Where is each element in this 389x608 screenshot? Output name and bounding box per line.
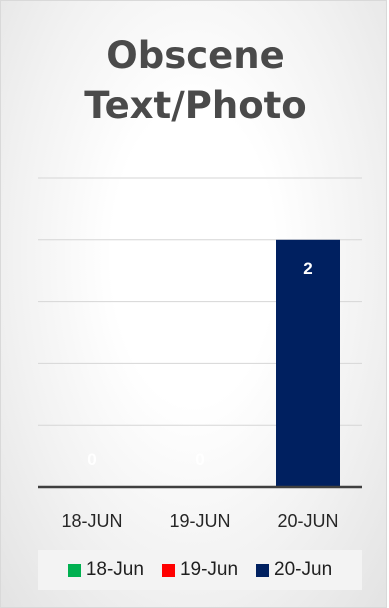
- bar-20-jun: [276, 239, 340, 487]
- x-tick-label-18-jun: 18-JUN: [61, 511, 122, 531]
- x-tick-label-19-jun: 19-JUN: [169, 511, 230, 531]
- data-label-20-jun: 2: [303, 259, 312, 278]
- chart-title-line-1: Obscene: [106, 34, 285, 77]
- legend-item-19-jun: 19-Jun: [161, 559, 239, 581]
- data-label-18-jun: 0: [87, 450, 96, 469]
- chart-title-line-2: Text/Photo: [84, 84, 307, 127]
- chart-legend: 18-Jun 19-Jun 20-Jun: [38, 550, 362, 590]
- legend-label-19-jun: 19-Jun: [179, 559, 239, 580]
- x-tick-label-20-jun: 20-JUN: [277, 511, 338, 531]
- legend-label-20-jun: 20-Jun: [274, 559, 333, 580]
- legend-label-18-jun: 18-Jun: [85, 559, 144, 580]
- legend-swatch-20-jun: [256, 563, 270, 577]
- legend-swatch-19-jun: [161, 563, 175, 577]
- legend-item-18-jun: 18-Jun: [67, 559, 144, 581]
- data-label-19-jun: 0: [195, 450, 204, 469]
- legend-item-20-jun: 20-Jun: [256, 559, 332, 581]
- legend-swatch-18-jun: [67, 563, 81, 577]
- chart-title: Obscene Text/Photo: [1, 31, 389, 131]
